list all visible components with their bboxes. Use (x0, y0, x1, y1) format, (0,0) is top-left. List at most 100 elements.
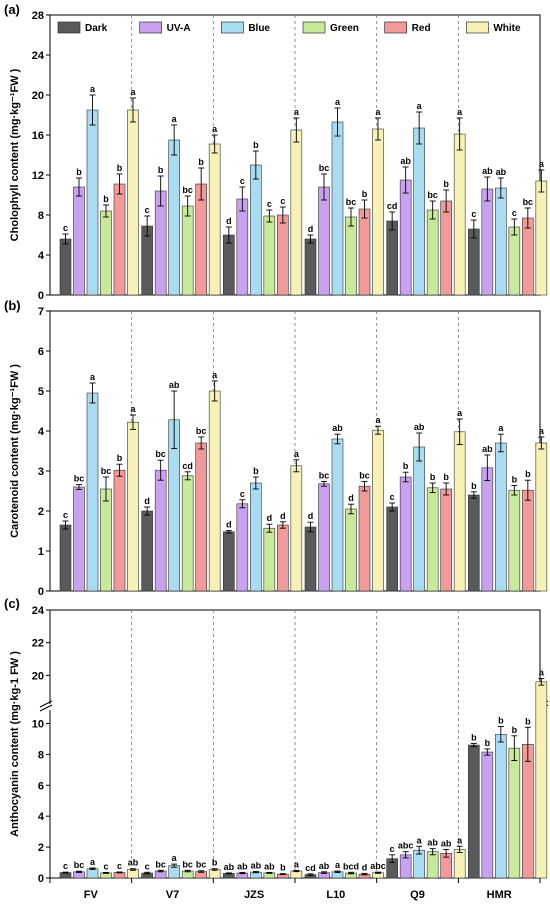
bar (127, 869, 139, 879)
y-tick-label: 5 (38, 386, 44, 398)
significance-label: a (375, 107, 381, 117)
significance-label: a (130, 87, 136, 97)
legend-label: Blue (248, 23, 270, 34)
legend-swatch (57, 21, 81, 34)
bar (426, 851, 439, 879)
panel-b: 0 1 2 3 4 5 6 7 (b) Carotenoid content (mg·kg⁻¹FW… (4, 298, 548, 598)
significance-label: d (308, 511, 314, 521)
significance-label: b (430, 472, 436, 482)
significance-label: a (539, 668, 545, 678)
bar (113, 183, 126, 296)
significance-label: ab (332, 423, 343, 433)
y-tick-label: 12 (32, 170, 44, 182)
significance-label: bc (196, 426, 207, 436)
bar (399, 179, 412, 296)
bar (358, 208, 371, 296)
significance-label: b (525, 716, 531, 726)
bar (127, 109, 139, 296)
bar (386, 220, 398, 296)
significance-label: d (348, 493, 354, 503)
y-tick-label: 2 (38, 842, 44, 854)
legend-label: White (493, 23, 521, 34)
bar (86, 392, 99, 592)
bar (413, 446, 425, 592)
significance-label: b (76, 167, 82, 177)
bar (195, 442, 207, 592)
y-tick-label: 10 (32, 718, 44, 730)
significance-label: c (145, 861, 150, 871)
bar (535, 180, 548, 296)
bar (440, 200, 452, 296)
significance-label: ab (400, 156, 411, 166)
bar (304, 526, 317, 592)
significance-label: ab (427, 838, 438, 848)
bar (86, 868, 99, 879)
significance-label: bc (182, 185, 193, 195)
bar (290, 465, 303, 592)
significance-label: a (457, 835, 463, 845)
bar (468, 744, 480, 879)
bar (426, 209, 439, 296)
x-tick-label: FV (84, 889, 99, 901)
significance-label: c (390, 844, 395, 854)
significance-label: b (362, 189, 368, 199)
significance-label: ab (237, 861, 248, 871)
significance-label: a (498, 423, 504, 433)
significance-label: d (226, 520, 232, 530)
significance-label: b (158, 165, 164, 175)
significance-label: bc (196, 860, 207, 870)
significance-label: d (144, 496, 150, 506)
significance-label: a (294, 859, 300, 869)
bar (236, 503, 249, 592)
bar (277, 524, 289, 592)
bar (208, 869, 221, 879)
significance-label: c (63, 510, 68, 520)
bar (508, 489, 521, 592)
significance-label: a (212, 370, 218, 380)
bar (345, 216, 357, 296)
panel-label: (b) (4, 298, 21, 313)
significance-label: b (117, 163, 123, 173)
bar (522, 217, 534, 296)
significance-label: abc (398, 841, 414, 851)
bar (495, 187, 507, 296)
bar (277, 214, 289, 296)
significance-label: b (253, 140, 259, 150)
legend-label: Green (330, 23, 359, 34)
significance-label: a (90, 84, 96, 94)
y-tick-label: 24 (32, 50, 45, 62)
bar (223, 531, 235, 592)
significance-label: a (172, 114, 178, 124)
significance-label: bc (155, 859, 166, 869)
significance-label: a (375, 415, 381, 425)
significance-label: bc (155, 449, 166, 459)
y-axis-title: Anthocyanin content (mg·kg-1 FW ) (9, 651, 21, 837)
significance-label: c (103, 861, 108, 871)
significance-label: bc (74, 860, 85, 870)
bar (413, 127, 425, 296)
y-tick-label: 28 (32, 10, 44, 22)
significance-label: a (417, 835, 423, 845)
y-tick-label: 7 (38, 306, 44, 318)
significance-label: ab (264, 861, 275, 871)
bar (290, 129, 303, 296)
bar (535, 442, 548, 592)
significance-label: cd (305, 863, 316, 873)
bar (73, 486, 85, 592)
legend-label: UV-A (167, 23, 191, 34)
significance-label: ab (496, 167, 507, 177)
bar (426, 487, 439, 592)
y-tick-label: 4 (38, 426, 45, 438)
bar (127, 421, 139, 592)
significance-label: b (485, 738, 491, 748)
bar (154, 469, 167, 592)
bar (331, 121, 344, 296)
bar (100, 488, 112, 592)
y-tick-label: 20 (32, 670, 44, 682)
significance-label: c (471, 209, 476, 219)
x-tick-label: V7 (166, 889, 179, 901)
y-tick-label: 22 (32, 638, 44, 650)
significance-label: ab (224, 862, 235, 872)
y-tick-label: 16 (32, 130, 44, 142)
bar (113, 469, 126, 592)
